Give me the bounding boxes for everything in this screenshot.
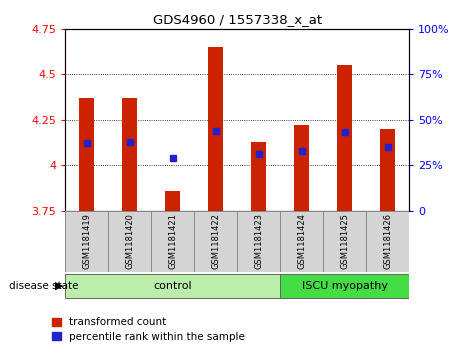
Text: ▶: ▶ — [55, 281, 64, 291]
Bar — [280, 274, 409, 298]
Bar — [122, 98, 137, 211]
Legend: transformed count, percentile rank within the sample: transformed count, percentile rank withi… — [52, 317, 246, 342]
Bar — [237, 211, 280, 272]
Text: GSM1181424: GSM1181424 — [297, 213, 306, 269]
Bar — [151, 211, 194, 272]
Bar — [108, 211, 151, 272]
Text: GSM1181425: GSM1181425 — [340, 213, 349, 269]
Bar — [323, 211, 366, 272]
Text: GSM1181420: GSM1181420 — [125, 213, 134, 269]
Bar — [194, 211, 237, 272]
Bar — [251, 142, 266, 211]
Bar — [366, 211, 409, 272]
Text: GSM1181421: GSM1181421 — [168, 213, 177, 269]
Text: GSM1181419: GSM1181419 — [82, 213, 91, 269]
Bar — [208, 47, 223, 211]
Text: disease state: disease state — [9, 281, 79, 291]
Bar — [294, 125, 309, 211]
Title: GDS4960 / 1557338_x_at: GDS4960 / 1557338_x_at — [153, 13, 322, 26]
Bar — [380, 129, 395, 211]
Bar — [65, 211, 108, 272]
Text: GSM1181426: GSM1181426 — [383, 213, 392, 269]
Bar — [337, 65, 352, 211]
Bar — [280, 211, 323, 272]
Bar — [165, 191, 180, 211]
Text: GSM1181422: GSM1181422 — [211, 213, 220, 269]
Text: ISCU myopathy: ISCU myopathy — [302, 281, 388, 291]
Bar — [79, 98, 94, 211]
Text: GSM1181423: GSM1181423 — [254, 213, 263, 269]
Text: control: control — [153, 281, 192, 291]
Bar — [65, 274, 280, 298]
